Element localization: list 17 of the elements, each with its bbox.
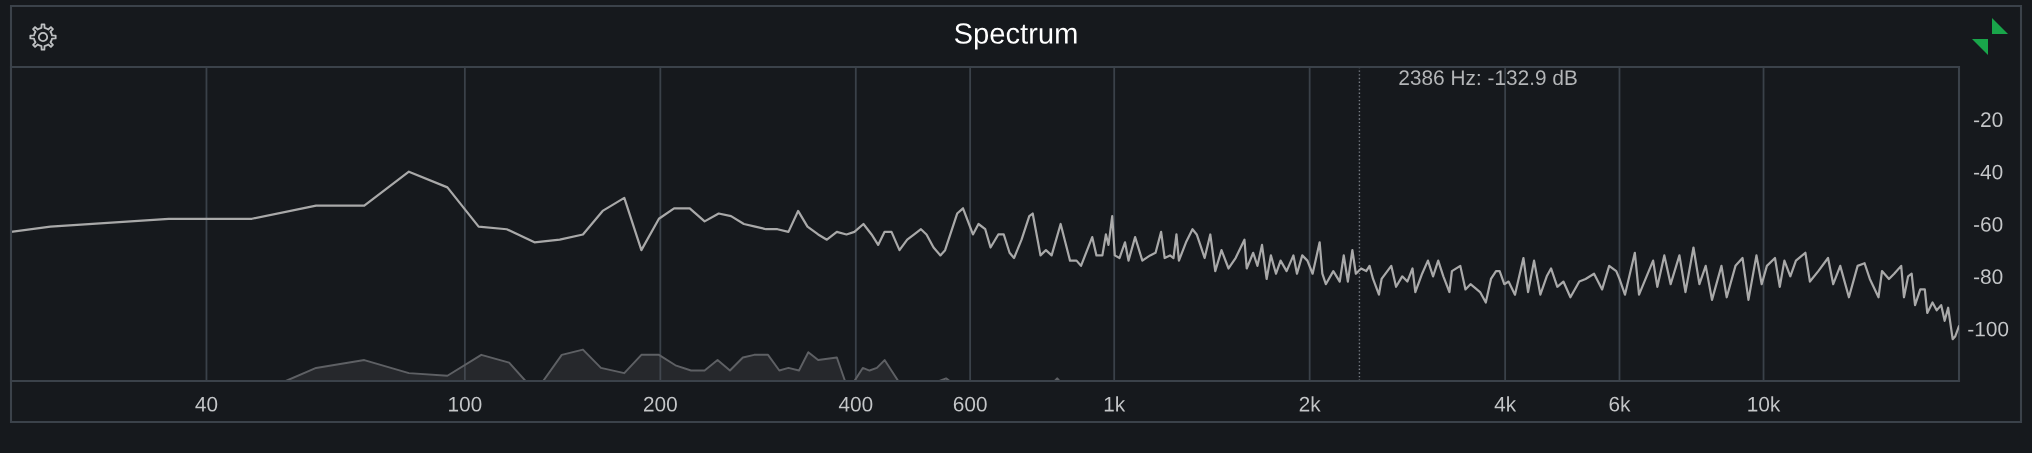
x-tick-label: 600 (953, 396, 987, 412)
x-tick-label: 200 (644, 396, 677, 412)
x-tick-label: 4k (1494, 396, 1517, 412)
y-tick-label: -20 (1974, 112, 2003, 128)
x-tick-label: 10k (1748, 396, 1781, 412)
ref-line-label: 2386 Hz: -132.9 dB (1399, 69, 1577, 86)
x-tick-label: 40 (195, 396, 218, 412)
x-tick-label: 100 (449, 396, 482, 412)
y-tick-label: -60 (1974, 217, 2003, 232)
chart-title: Spectrum (954, 23, 1077, 50)
x-tick-label: 6k (1609, 396, 1631, 412)
x-tick-label: 1k (1104, 396, 1126, 412)
y-tick-label: -80 (1974, 269, 2003, 285)
y-tick-label: -100 (1968, 321, 2009, 337)
x-tick-label: 2k (1299, 396, 1321, 412)
x-tick-label: 400 (838, 396, 873, 412)
y-tick-label: -40 (1974, 164, 2003, 180)
